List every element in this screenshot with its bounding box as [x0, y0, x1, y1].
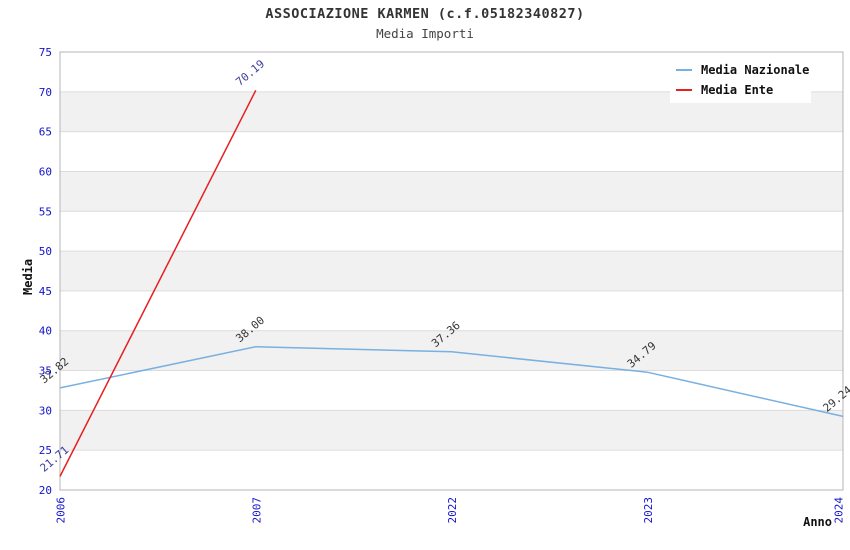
x-axis-tick-labels: 2006 2007 2022 2023 2024 — [55, 497, 846, 524]
line-media-nazionale — [59, 345, 844, 418]
y-tick-label: 70 — [39, 86, 52, 99]
y-tick-label: 20 — [39, 484, 52, 497]
legend: Media Nazionale Media Ente — [670, 57, 811, 103]
band — [60, 410, 843, 451]
y-axis-title: Media — [21, 259, 35, 295]
legend-label: Media Ente — [701, 83, 774, 97]
band — [60, 330, 843, 371]
legend-item-media-ente: Media Ente — [676, 83, 811, 97]
x-axis-title: Anno — [803, 515, 832, 529]
line-media-ente — [59, 89, 257, 477]
band — [60, 251, 843, 291]
y-axis-tick-labels: 20 25 30 35 40 45 50 55 60 65 70 75 — [39, 46, 52, 497]
y-tick-label: 65 — [39, 126, 52, 139]
y-tick-label: 60 — [39, 165, 52, 178]
band — [60, 171, 843, 212]
x-tick-label: 2006 — [55, 497, 68, 524]
y-tick-label: 50 — [39, 245, 52, 258]
legend-item-media-nazionale: Media Nazionale — [676, 63, 811, 77]
x-tick-label: 2007 — [250, 497, 263, 524]
legend-line-icon-media-nazionale — [676, 69, 692, 71]
legend-label: Media Nazionale — [701, 63, 810, 77]
plot-border — [59, 51, 844, 491]
background-bands — [60, 91, 843, 451]
y-tick-label: 45 — [39, 285, 52, 298]
series-lines — [59, 89, 844, 477]
x-tick-label: 2023 — [642, 497, 655, 524]
x-tick-label: 2022 — [446, 497, 459, 524]
data-label: 70.19 — [233, 57, 267, 88]
y-tick-label: 25 — [39, 444, 52, 457]
gridlines — [60, 91, 843, 451]
chart-subtitle: Media Importi — [376, 26, 474, 41]
x-tick-label: 2024 — [833, 497, 846, 524]
y-tick-label: 75 — [39, 46, 52, 59]
y-tick-label: 30 — [39, 404, 52, 417]
y-tick-label: 55 — [39, 205, 52, 218]
chart-title: ASSOCIAZIONE KARMEN (c.f.05182340827) — [265, 6, 585, 22]
y-tick-label: 35 — [39, 365, 52, 378]
y-tick-label: 40 — [39, 325, 52, 338]
legend-line-icon-media-ente — [676, 89, 692, 91]
